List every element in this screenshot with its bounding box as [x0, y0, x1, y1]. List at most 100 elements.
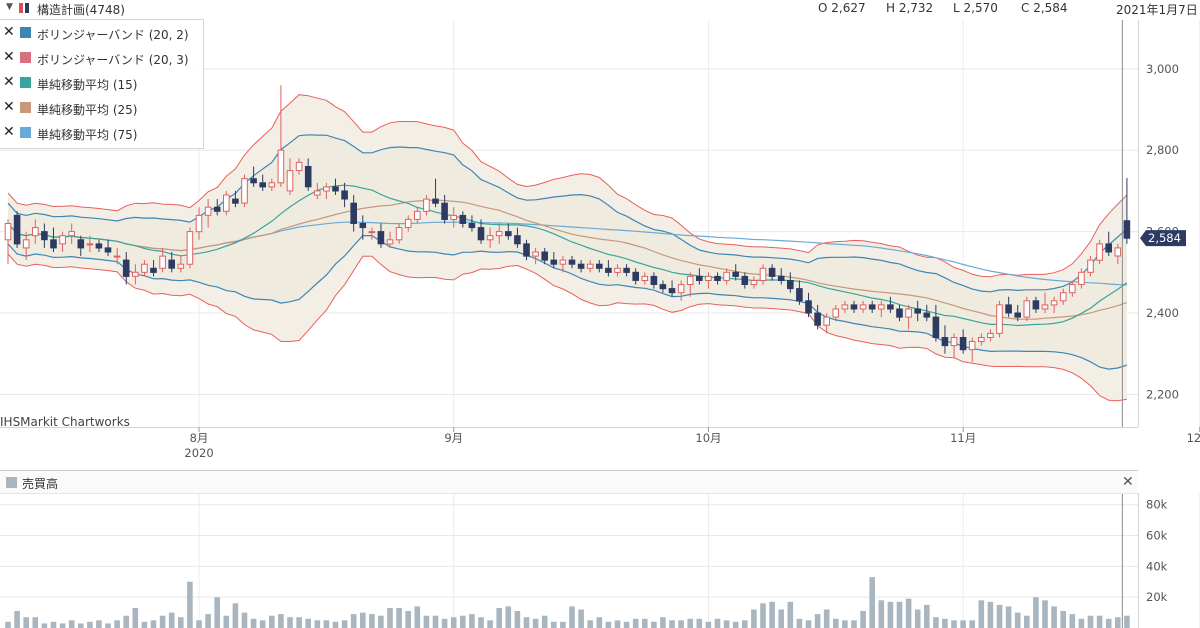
candle-body [696, 275, 703, 281]
candle-body [168, 259, 175, 269]
date-tick-label: 11月 [950, 431, 976, 445]
candle-body [495, 231, 503, 237]
volume-bar [842, 620, 848, 628]
candle-body [59, 235, 66, 245]
volume-bar [187, 581, 193, 628]
candle-body [568, 259, 576, 265]
volume-bar [59, 623, 66, 628]
high-value: H 2,732 [886, 1, 934, 15]
volume-bar [269, 615, 275, 628]
volume-bar [1033, 597, 1039, 628]
candle-body [304, 166, 312, 188]
candle-body [477, 227, 485, 241]
candle-body [805, 300, 812, 314]
open-value: O 2,627 [818, 1, 866, 15]
volume-bar [651, 621, 657, 628]
candle-body [332, 186, 339, 192]
legend-item-bollinger-20-3[interactable]: ✕ ボリンジャーバンド (20, 3) [0, 48, 203, 70]
close-icon[interactable]: ✕ [3, 124, 15, 140]
candle-body [659, 284, 667, 290]
candle-body [95, 243, 103, 249]
volume-tick-label: 40k [1146, 559, 1168, 573]
candle-body [50, 239, 57, 249]
candle-body [459, 214, 467, 224]
close-value: C 2,584 [1021, 1, 1068, 15]
volume-bar [942, 618, 948, 628]
volume-bar [1078, 618, 1085, 628]
volume-bar [387, 608, 393, 628]
volume-bar [450, 617, 457, 628]
color-swatch [20, 52, 31, 63]
volume-tick-label: 20k [1146, 590, 1168, 604]
candle-body [814, 312, 821, 326]
volume-bar [778, 609, 784, 628]
volume-bar [887, 601, 894, 628]
color-swatch [20, 27, 31, 38]
candle-body [1087, 259, 1094, 273]
caret-down-icon[interactable]: ▼ [6, 2, 13, 12]
volume-bar [1124, 615, 1130, 628]
series-swatch-up [19, 3, 23, 13]
candle-body [741, 275, 749, 285]
volume-bar [851, 620, 857, 628]
candle-body [423, 198, 430, 212]
volume-bar [50, 621, 57, 628]
candle-body [1014, 312, 1022, 318]
volume-y-axis: 20k 40k 60k 80k [1138, 493, 1168, 628]
volume-bar [1005, 606, 1012, 628]
candle-body [159, 255, 166, 269]
volume-bar [178, 617, 184, 628]
candle-body [987, 332, 994, 338]
volume-bar [978, 600, 985, 628]
candle-body [386, 239, 394, 245]
price-tick-label: 3,000 [1146, 62, 1179, 76]
volume-bar [833, 618, 839, 628]
candle-body [787, 280, 794, 290]
volume-bar [159, 615, 166, 628]
candle-body [1123, 220, 1131, 239]
volume-bar [314, 620, 321, 628]
candle-body [132, 271, 139, 277]
volume-bar [523, 617, 530, 628]
legend-item-sma-75[interactable]: ✕ 単純移動平均 (75) [0, 123, 203, 145]
date-x-axis: 8月20209月10月11月12月1月2021 [184, 427, 1200, 460]
legend-item-bollinger-20-2[interactable]: ✕ ボリンジャーバンド (20, 2) [0, 23, 203, 45]
legend-label: 単純移動平均 (25) [37, 103, 138, 117]
candle-body [850, 304, 858, 310]
volume-bar [5, 621, 11, 628]
candle-body [1059, 292, 1067, 302]
close-icon[interactable]: ✕ [3, 99, 15, 115]
candle-body [404, 218, 412, 228]
volume-bar [278, 614, 284, 628]
date-tick-label: 9月 [444, 431, 463, 445]
volume-bar [896, 601, 903, 628]
candle-body [1005, 304, 1012, 314]
legend-item-sma-25[interactable]: ✕ 単純移動平均 (25) [0, 98, 203, 120]
close-icon[interactable]: ✕ [3, 74, 15, 90]
candle-body [323, 186, 330, 192]
volume-bar [796, 618, 803, 628]
symbol-title[interactable]: 構造計画(4748) [37, 3, 125, 17]
candle-body [232, 198, 239, 204]
volume-bar [660, 617, 666, 628]
volume-bar [878, 600, 885, 628]
volume-bar [723, 620, 730, 628]
legend-item-sma-15[interactable]: ✕ 単純移動平均 (15) [0, 73, 203, 95]
volume-bar [587, 620, 593, 628]
volume-bar [732, 621, 739, 628]
candle-body [186, 231, 194, 265]
candle-body [632, 271, 640, 281]
close-icon[interactable]: ✕ [3, 49, 15, 65]
volume-bar [1014, 612, 1021, 628]
candle-body [596, 263, 603, 269]
close-icon[interactable]: ✕ [3, 24, 15, 40]
volume-bar [405, 611, 411, 628]
volume-bar [441, 618, 448, 628]
volume-tick-label: 80k [1146, 498, 1168, 512]
volume-bar [478, 617, 484, 628]
volume-bar [196, 620, 202, 628]
candle-body [868, 304, 876, 310]
candle-body [623, 267, 630, 273]
bollinger-3-upper-line [7, 94, 1128, 278]
close-icon[interactable]: ✕ [1122, 474, 1134, 490]
